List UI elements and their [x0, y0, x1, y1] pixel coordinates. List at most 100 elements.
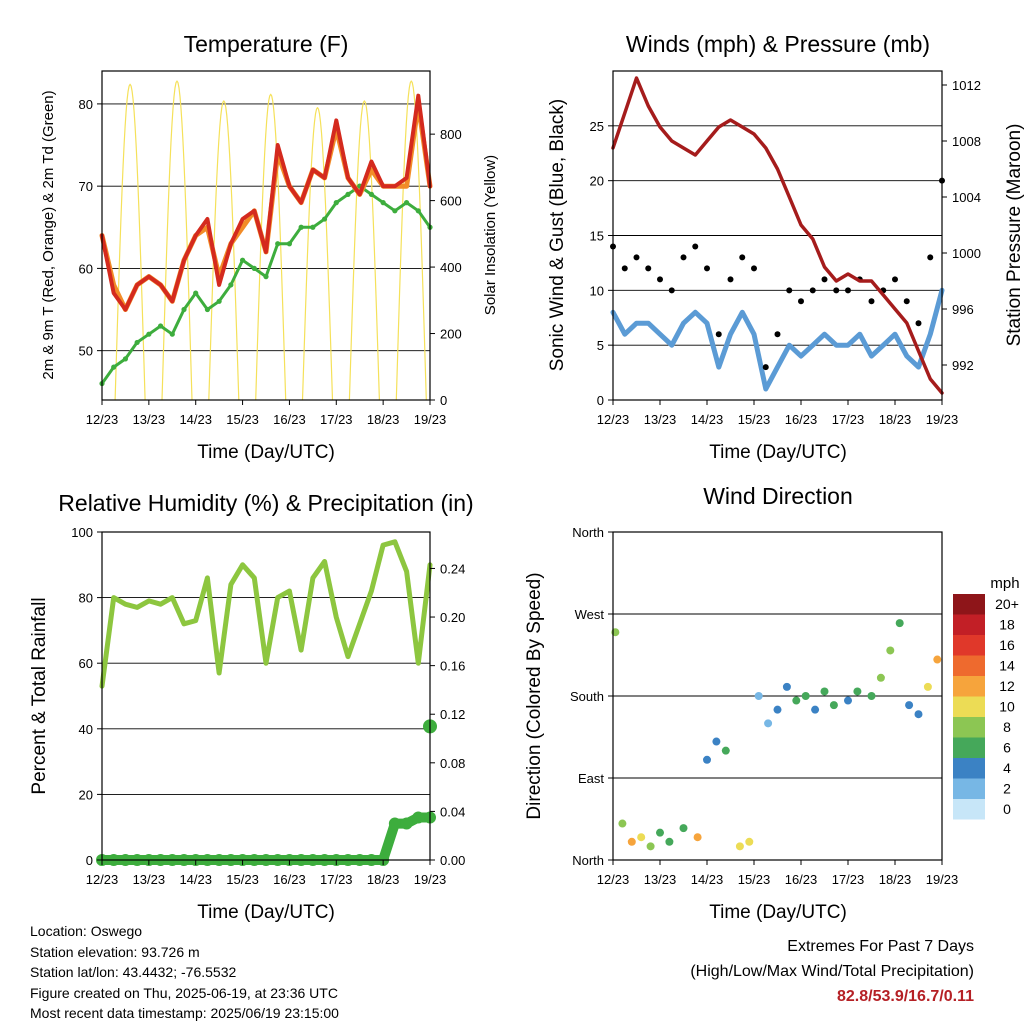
x-tick-label: 17/23 [320, 872, 353, 887]
x-tick-label: 18/23 [879, 872, 912, 887]
figure-created: Figure created on Thu, 2025-06-19, at 23… [30, 984, 338, 1001]
x-tick-label: 15/23 [738, 412, 771, 427]
insolation-series [301, 106, 334, 401]
winds-ylabel: Sonic Wind & Gust (Blue, Black) [547, 99, 568, 371]
y-tick-label: 0 [86, 853, 93, 868]
direction-point [876, 673, 885, 682]
direction-point [773, 705, 782, 714]
gust-point [821, 276, 828, 283]
rh-series [99, 539, 433, 689]
y-tick-label: 80 [79, 97, 93, 112]
legend-swatch [953, 758, 985, 779]
dewpoint-point [286, 241, 293, 247]
gust-point [903, 298, 910, 305]
temperature-series [99, 80, 433, 401]
x-tick-label: 12/23 [86, 412, 119, 427]
direction-point [665, 837, 674, 846]
y-tick-label: 25 [590, 119, 604, 134]
legend-swatch [953, 676, 985, 697]
station-latlon: Station lat/lon: 43.4432; -76.5532 [30, 964, 237, 980]
x-tick-label: 14/23 [179, 872, 212, 887]
winds-panel: Winds (mph) & Pressure (mb) 0 5 10 15 20 25 9… [547, 31, 1024, 463]
x-tick-label: 15/23 [226, 872, 259, 887]
y-tick-label-right: 0.24 [440, 561, 465, 576]
dewpoint-point [310, 224, 316, 230]
y-tick-label-right: 0.20 [440, 610, 465, 625]
legend-label: 0 [1003, 801, 1011, 817]
gust-point [927, 254, 934, 261]
x-tick-label: 16/23 [273, 872, 306, 887]
x-tick-label: 15/23 [738, 872, 771, 887]
direction-point [853, 687, 862, 696]
legend-swatch [953, 737, 985, 758]
pressure-right-ticks: 992 996 1000 1004 1008 1012 [942, 78, 981, 373]
gust-point [892, 276, 898, 283]
y-tick-label: 70 [79, 179, 93, 194]
direction-point [745, 837, 754, 846]
direction-point [905, 701, 914, 710]
direction-point [923, 682, 932, 691]
direction-x-ticks: 12/23 13/23 14/23 15/23 16/23 17/23 18/23 19/23 [597, 860, 958, 887]
direction-point [914, 710, 923, 719]
dewpoint-point [181, 306, 187, 313]
dewpoint-point [122, 356, 129, 362]
legend-label: 6 [1003, 740, 1011, 756]
y-tick-label: East [578, 771, 604, 786]
gust-point [715, 331, 722, 338]
direction-point [721, 746, 730, 755]
y-tick-label-right: 1004 [952, 190, 981, 205]
dewpoint-point [157, 323, 164, 329]
gust-point [680, 254, 687, 261]
extremes-title: Extremes For Past 7 Days [787, 938, 974, 955]
insolation-series [161, 80, 193, 401]
legend-label: 2 [1003, 781, 1011, 797]
dewpoint-point [216, 298, 222, 304]
precip-point [400, 817, 413, 830]
temperature-gridlines [102, 103, 430, 352]
dewpoint-point [298, 224, 304, 230]
extremes-values: 82.8/53.9/16.7/0.11 [836, 988, 974, 1005]
legend-label: 12 [999, 678, 1015, 694]
direction-point [735, 842, 744, 851]
direction-point [867, 692, 876, 700]
gust-point [633, 254, 640, 261]
insolation-series [114, 83, 146, 401]
precip-right-ticks: 0.00 0.04 0.08 0.12 0.16 0.20 0.24 [430, 561, 465, 868]
direction-points [611, 619, 942, 851]
temperature-left-ticks: 50 60 70 80 [79, 97, 102, 359]
direction-point [933, 655, 942, 664]
dewpoint-series [100, 184, 432, 386]
x-tick-label: 13/23 [133, 412, 166, 427]
x-tick-label: 13/23 [133, 872, 166, 887]
y-tick-label-right: 0.12 [440, 707, 465, 722]
legend-label: 8 [1003, 719, 1011, 735]
x-tick-label: 17/23 [832, 872, 865, 887]
precip-series [97, 812, 435, 865]
dewpoint-point [392, 208, 398, 214]
direction-point [895, 619, 904, 628]
x-tick-label: 15/23 [226, 412, 259, 427]
speed-legend-title: mph [990, 575, 1019, 592]
legend-swatch [953, 799, 985, 820]
y-tick-label-right: 996 [952, 302, 974, 317]
x-tick-label: 14/23 [691, 412, 724, 427]
extremes-subtitle: (High/Low/Max Wind/Total Precipitation) [690, 963, 974, 980]
dewpoint-point [415, 208, 421, 214]
winds-left-ticks: 0 5 10 15 20 25 [590, 119, 613, 408]
precip-point [412, 811, 425, 824]
dewpoint-point [239, 257, 246, 263]
direction-point [844, 696, 852, 705]
y-tick-label: South [570, 689, 604, 704]
dewpoint-point [134, 339, 140, 346]
y-tick-label-right: 992 [952, 358, 974, 373]
direction-point [811, 705, 820, 714]
data-timestamp: Most recent data timestamp: 2025/06/19 2… [30, 1005, 339, 1021]
legend-swatch [953, 635, 985, 656]
gust-point [809, 287, 816, 294]
direction-ylabel: Direction (Colored By Speed) [524, 572, 545, 819]
insolation-series [395, 80, 427, 401]
dewpoint-point [228, 282, 234, 288]
extremes-box: Extremes For Past 7 Days (High/Low/Max W… [690, 934, 974, 1009]
gust-point [727, 276, 734, 283]
direction-point [679, 824, 688, 833]
